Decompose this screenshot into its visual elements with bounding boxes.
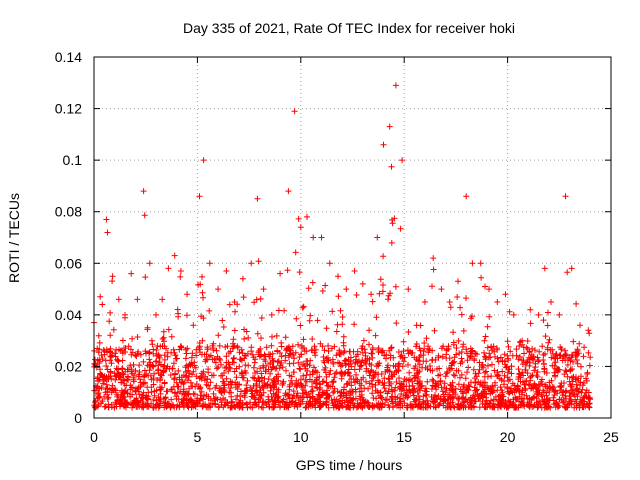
roti-series-markers [91,82,594,411]
chart-title: Day 335 of 2021, Rate Of TEC Index for r… [183,20,515,36]
y-tick-label: 0.1 [63,152,83,168]
y-axis-label: ROTI / TECUs [6,193,22,283]
y-tick-label: 0.12 [55,101,82,117]
x-tick-label: 15 [396,429,412,445]
y-tick-label: 0.08 [55,204,82,220]
y-tick-label: 0.14 [55,49,82,65]
x-tick-label: 5 [194,429,202,445]
y-tick-label: 0.04 [55,307,82,323]
y-tick-label: 0.02 [55,358,82,374]
y-tick-label: 0.06 [55,255,82,271]
x-tick-label: 25 [603,429,619,445]
data-points [91,82,594,411]
x-tick-label: 20 [500,429,516,445]
x-tick-label: 10 [293,429,309,445]
y-tick-label: 0 [74,410,82,426]
plot-frame [93,56,612,419]
axis-ticks: 0 5 10 15 20 25 0 0.02 0.04 0.06 0.08 0.1 0.12 0.14 [55,49,619,445]
x-axis-label: GPS time / hours [296,457,403,473]
x-tick-label: 0 [90,429,98,445]
